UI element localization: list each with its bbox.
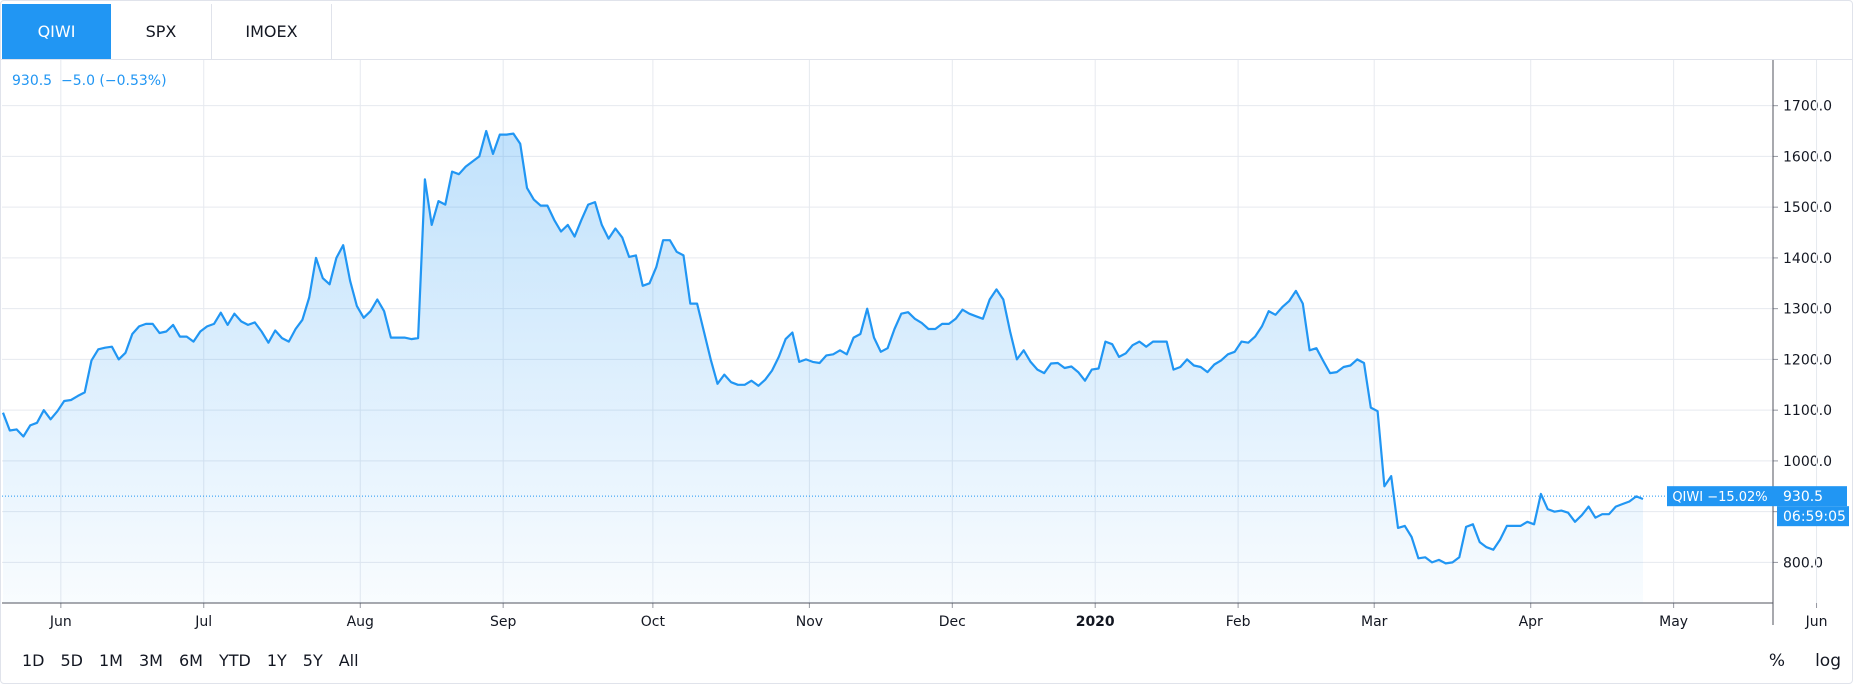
x-tick-label: Sep [490,614,517,630]
range-6m[interactable]: 6M [178,651,203,670]
x-tick-label: 2020 [1076,614,1115,630]
x-tick-label: Feb [1226,614,1251,630]
x-tick-label: Jun [49,614,72,630]
countdown-tag [1777,506,1849,527]
y-tick-label: 800.0 [1783,555,1823,571]
range-ytd[interactable]: YTD [218,651,251,670]
x-tick-label: May [1659,614,1688,630]
x-tick-label: Mar [1361,614,1388,630]
tab-qiwi[interactable]: QIWI [2,4,111,59]
price-chart[interactable]: 800.0 1000.0 1100.0 1200.0 1300.0 1400.0 1500.… [0,60,1853,640]
countdown-tag-label: 06:59:05 [1783,509,1846,525]
y-tick-label: 1200.0 [1783,352,1832,368]
y-tick-label: 1000.0 [1783,454,1832,470]
price-area [3,131,1643,603]
axis-price-tag-label: 930.5 [1783,489,1823,505]
range-1m[interactable]: 1M [99,651,123,670]
price-legend: 930.5 −5.0 (−0.53%) [12,73,167,89]
y-tick-label: 1500.0 [1783,200,1832,216]
x-tick-label: Jul [194,614,212,630]
x-tick-label: Oct [641,614,666,630]
scale-buttons: % log [1769,651,1841,671]
x-tick-label: Apr [1519,614,1543,630]
x-tick-label: Dec [939,614,966,630]
y-tick-label: 1700.0 [1783,99,1832,115]
range-5y[interactable]: 5Y [302,651,323,670]
y-tick-label: 1100.0 [1783,403,1832,419]
x-tick-label: Jun [1805,614,1828,630]
range-5d[interactable]: 5D [60,651,84,670]
tab-divider [0,59,1853,60]
axis-price-tag [1773,486,1847,507]
x-tick-label: Nov [796,614,823,630]
series-price-tag-label: QIWI −15.02% [1672,490,1767,505]
range-all[interactable]: All [338,651,359,670]
range-1y[interactable]: 1Y [266,651,287,670]
percent-scale-button[interactable]: % [1768,651,1786,671]
series-price-tag [1667,486,1773,507]
y-tick-label: 1600.0 [1783,149,1832,165]
log-scale-button[interactable]: log [1815,651,1841,671]
price-line [1,129,1644,565]
symbol-tabs: QIWI SPX IMOEX [2,4,332,59]
tab-spx[interactable]: SPX [111,4,212,59]
y-tick-label: 1400.0 [1783,251,1832,267]
y-tick-label: 1300.0 [1783,302,1832,318]
tab-imoex[interactable]: IMOEX [212,4,332,59]
range-3m[interactable]: 3M [138,651,163,670]
x-tick-label: Aug [347,614,374,630]
range-selector: 1D 5D 1M 3M 6M YTD 1Y 5Y All [14,651,367,670]
range-1d[interactable]: 1D [22,651,45,670]
